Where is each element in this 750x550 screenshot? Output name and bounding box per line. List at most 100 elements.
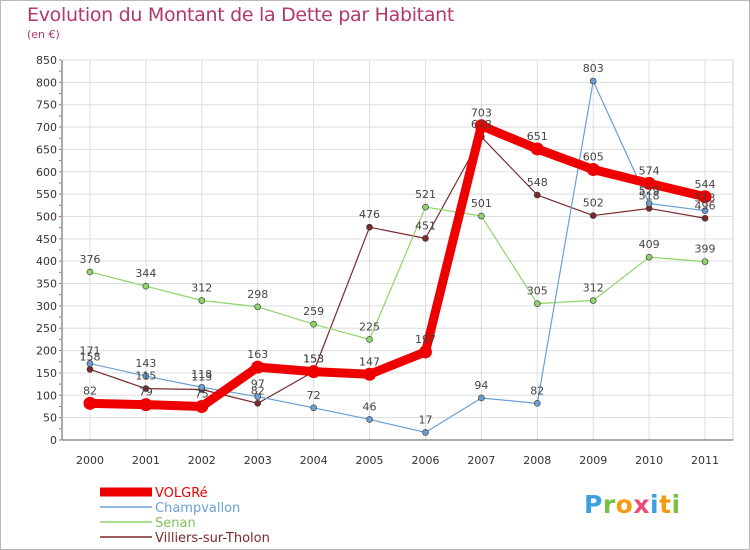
y-tick-label: 700 <box>36 121 57 134</box>
proxiti-logo: Proxiti <box>584 490 681 519</box>
data-point <box>645 200 653 207</box>
y-tick-label: 300 <box>36 300 57 313</box>
x-tick-label: 2005 <box>356 454 384 467</box>
data-point <box>642 176 656 190</box>
logo-letter: r <box>602 490 616 519</box>
data-label: 72 <box>307 389 321 402</box>
y-tick-label: 100 <box>36 389 57 402</box>
data-label: 113 <box>191 370 212 383</box>
y-tick-label: 800 <box>36 76 57 89</box>
y-tick-label: 550 <box>36 188 57 201</box>
x-tick-label: 2006 <box>411 454 439 467</box>
data-label: 399 <box>695 243 716 256</box>
data-label: 513 <box>695 192 716 205</box>
data-label: 298 <box>247 288 268 301</box>
data-label: 153 <box>303 353 324 366</box>
data-point <box>83 396 97 410</box>
y-tick-label: 600 <box>36 166 57 179</box>
data-point <box>478 212 485 220</box>
data-point <box>310 320 317 328</box>
data-label: 82 <box>83 384 97 397</box>
x-tick-label: 2001 <box>132 454 160 467</box>
data-label: 147 <box>359 355 380 368</box>
data-point <box>422 429 429 436</box>
x-tick-label: 2004 <box>300 454 328 467</box>
x-tick-label: 2008 <box>523 454 551 467</box>
data-label: 344 <box>135 267 156 280</box>
data-label: 46 <box>363 400 377 413</box>
data-point <box>363 367 377 381</box>
data-point <box>533 300 541 307</box>
grid-lines <box>61 59 734 441</box>
data-label: 153 <box>303 353 324 366</box>
data-point <box>254 303 262 311</box>
legend: VOLGRéChampvallonSenanVilliers-sur-Tholo… <box>100 486 270 546</box>
data-point <box>142 282 150 290</box>
legend-label: Senan <box>155 516 196 531</box>
x-tick-label: 2003 <box>244 454 272 467</box>
logo-letter: t <box>659 490 672 519</box>
legend-label: Champvallon <box>155 501 240 516</box>
chart-subtitle: (en €) <box>27 28 60 41</box>
data-label: 678 <box>471 118 492 131</box>
data-labels: 158 115 113 82 153 476 451 678 548 502 518 496 376 34… <box>79 62 715 426</box>
data-point <box>533 191 541 199</box>
legend-label: VOLGRé <box>155 486 208 501</box>
data-label: 376 <box>79 253 100 266</box>
x-tick-label: 2002 <box>188 454 216 467</box>
plot-area <box>61 59 734 441</box>
data-point <box>589 212 597 219</box>
axes <box>59 59 733 441</box>
data-label: 451 <box>415 219 436 232</box>
data-label: 544 <box>695 178 716 191</box>
x-tick-label: 2010 <box>635 454 663 467</box>
y-tick-label: 400 <box>36 255 57 268</box>
data-point <box>251 360 265 374</box>
x-tick-label: 2011 <box>691 454 719 467</box>
data-label: 225 <box>359 320 380 333</box>
logo-letter: i <box>650 490 660 519</box>
y-tick-label: 200 <box>36 345 57 358</box>
y-tick-label: 650 <box>36 143 57 156</box>
data-point <box>142 385 150 392</box>
logo-letter: o <box>615 490 634 519</box>
data-point <box>198 297 206 304</box>
data-label: 158 <box>79 350 100 363</box>
logo-letter: P <box>584 490 603 519</box>
x-tick-label: 2009 <box>579 454 607 467</box>
data-point <box>530 142 544 156</box>
data-label: 521 <box>415 188 436 201</box>
data-point <box>307 365 321 379</box>
data-point <box>533 400 541 407</box>
data-label: 171 <box>79 345 100 358</box>
data-point <box>422 203 429 211</box>
data-point <box>589 297 597 304</box>
data-label: 82 <box>530 384 544 397</box>
data-point <box>195 399 209 413</box>
x-tick-label: 2007 <box>467 454 495 467</box>
data-label: 305 <box>527 285 548 298</box>
chart-title: Evolution du Montant de la Dette par Hab… <box>27 4 455 26</box>
data-point <box>701 207 709 214</box>
data-point <box>586 163 600 177</box>
data-label: 496 <box>695 199 716 212</box>
data-label: 502 <box>583 197 604 210</box>
data-label: 163 <box>247 348 268 361</box>
logo-letter: i <box>671 490 681 519</box>
data-label: 501 <box>471 197 492 210</box>
data-label: 574 <box>639 164 660 177</box>
data-label: 703 <box>471 107 492 120</box>
data-point <box>701 258 709 265</box>
data-point <box>142 372 150 380</box>
data-point <box>86 360 94 367</box>
data-label: 548 <box>527 176 548 189</box>
x-tick-labels: 2000 2001 2002 2003 2004 2005 2006 2007 2008 2009… <box>76 454 719 467</box>
data-label: 82 <box>251 384 265 397</box>
data-point <box>310 404 317 412</box>
data-point <box>86 366 94 373</box>
data-label: 79 <box>139 386 153 399</box>
logo-letter: x <box>633 490 650 519</box>
data-point <box>254 393 262 400</box>
data-point <box>474 119 488 133</box>
data-point <box>701 214 709 222</box>
